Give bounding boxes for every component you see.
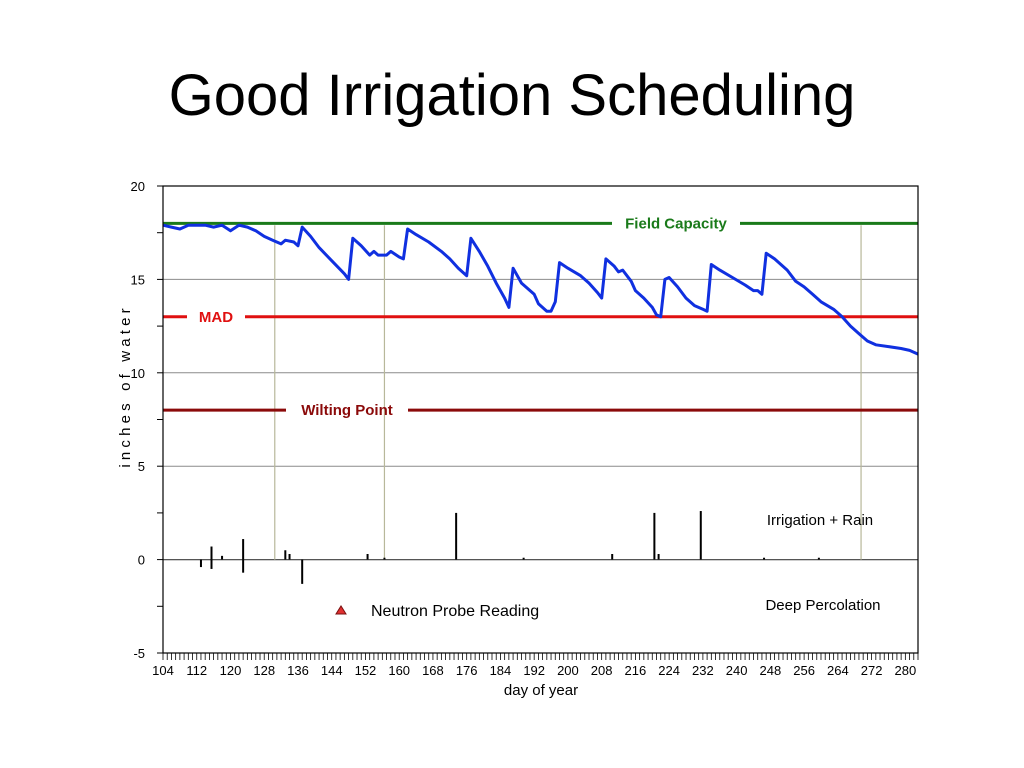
x-tick-label: 152	[355, 663, 377, 678]
ylabel: i n c h e s o f w a t e r	[117, 308, 134, 467]
x-tick-label: 104	[152, 663, 174, 678]
slide-title: Good Irrigation Scheduling	[168, 63, 856, 128]
legend-neutron-probe: Neutron Probe Reading	[371, 603, 539, 620]
events-layer	[199, 511, 820, 584]
x-tick-label: 232	[692, 663, 714, 678]
series-layer	[162, 223, 919, 356]
x-tick-label: 184	[490, 663, 512, 678]
x-tick-label: 264	[827, 663, 849, 678]
reference-line-label: Wilting Point	[301, 402, 393, 419]
reference-line-label: Field Capacity	[625, 215, 727, 232]
x-tick-label: 168	[422, 663, 444, 678]
x-tick-label: 176	[456, 663, 478, 678]
reference-lines-layer: Field Capacity MAD Wilting Point	[163, 215, 918, 419]
grid-layer	[163, 185, 918, 654]
x-tick-label: 120	[220, 663, 242, 678]
x-tick-label: 272	[861, 663, 883, 678]
x-tick-label: 192	[523, 663, 545, 678]
y-tick-label: 5	[138, 459, 145, 474]
x-tick-label: 136	[287, 663, 309, 678]
x-tick-label: 240	[726, 663, 748, 678]
x-tick-label: 112	[186, 663, 207, 678]
annotation-irrigation-rain: Irrigation + Rain	[767, 512, 873, 529]
labels-layer: i n c h e s o f w a t e r day of year Ir…	[117, 308, 881, 699]
x-tick-label: 256	[793, 663, 815, 678]
x-tick-label: 128	[253, 663, 275, 678]
plot-frame	[162, 185, 919, 654]
y-tick-label: -5	[133, 646, 145, 661]
y-tick-label: 10	[131, 366, 145, 381]
x-tick-label: 224	[658, 663, 680, 678]
y-tick-label: 20	[131, 179, 145, 194]
x-tick-label: 280	[894, 663, 916, 678]
x-tick-label: 144	[321, 663, 343, 678]
reference-line-label: MAD	[199, 309, 233, 326]
x-tick-label: 208	[591, 663, 613, 678]
x-tick-label: 200	[557, 663, 579, 678]
y-tick-label: 15	[131, 272, 145, 287]
axis-layer: 20 15 10 5 0 -5 104 112 120 128 136 144 152 160 168 176…	[131, 179, 919, 678]
x-tick-label: 160	[388, 663, 410, 678]
soil-water-line	[162, 223, 919, 356]
annotation-deep-percolation: Deep Percolation	[765, 597, 880, 614]
xlabel: day of year	[504, 682, 578, 699]
x-tick-label: 248	[760, 663, 782, 678]
x-tick-label: 216	[625, 663, 647, 678]
neutron-probe-marker-icon	[335, 605, 347, 615]
y-tick-label: 0	[138, 553, 145, 568]
